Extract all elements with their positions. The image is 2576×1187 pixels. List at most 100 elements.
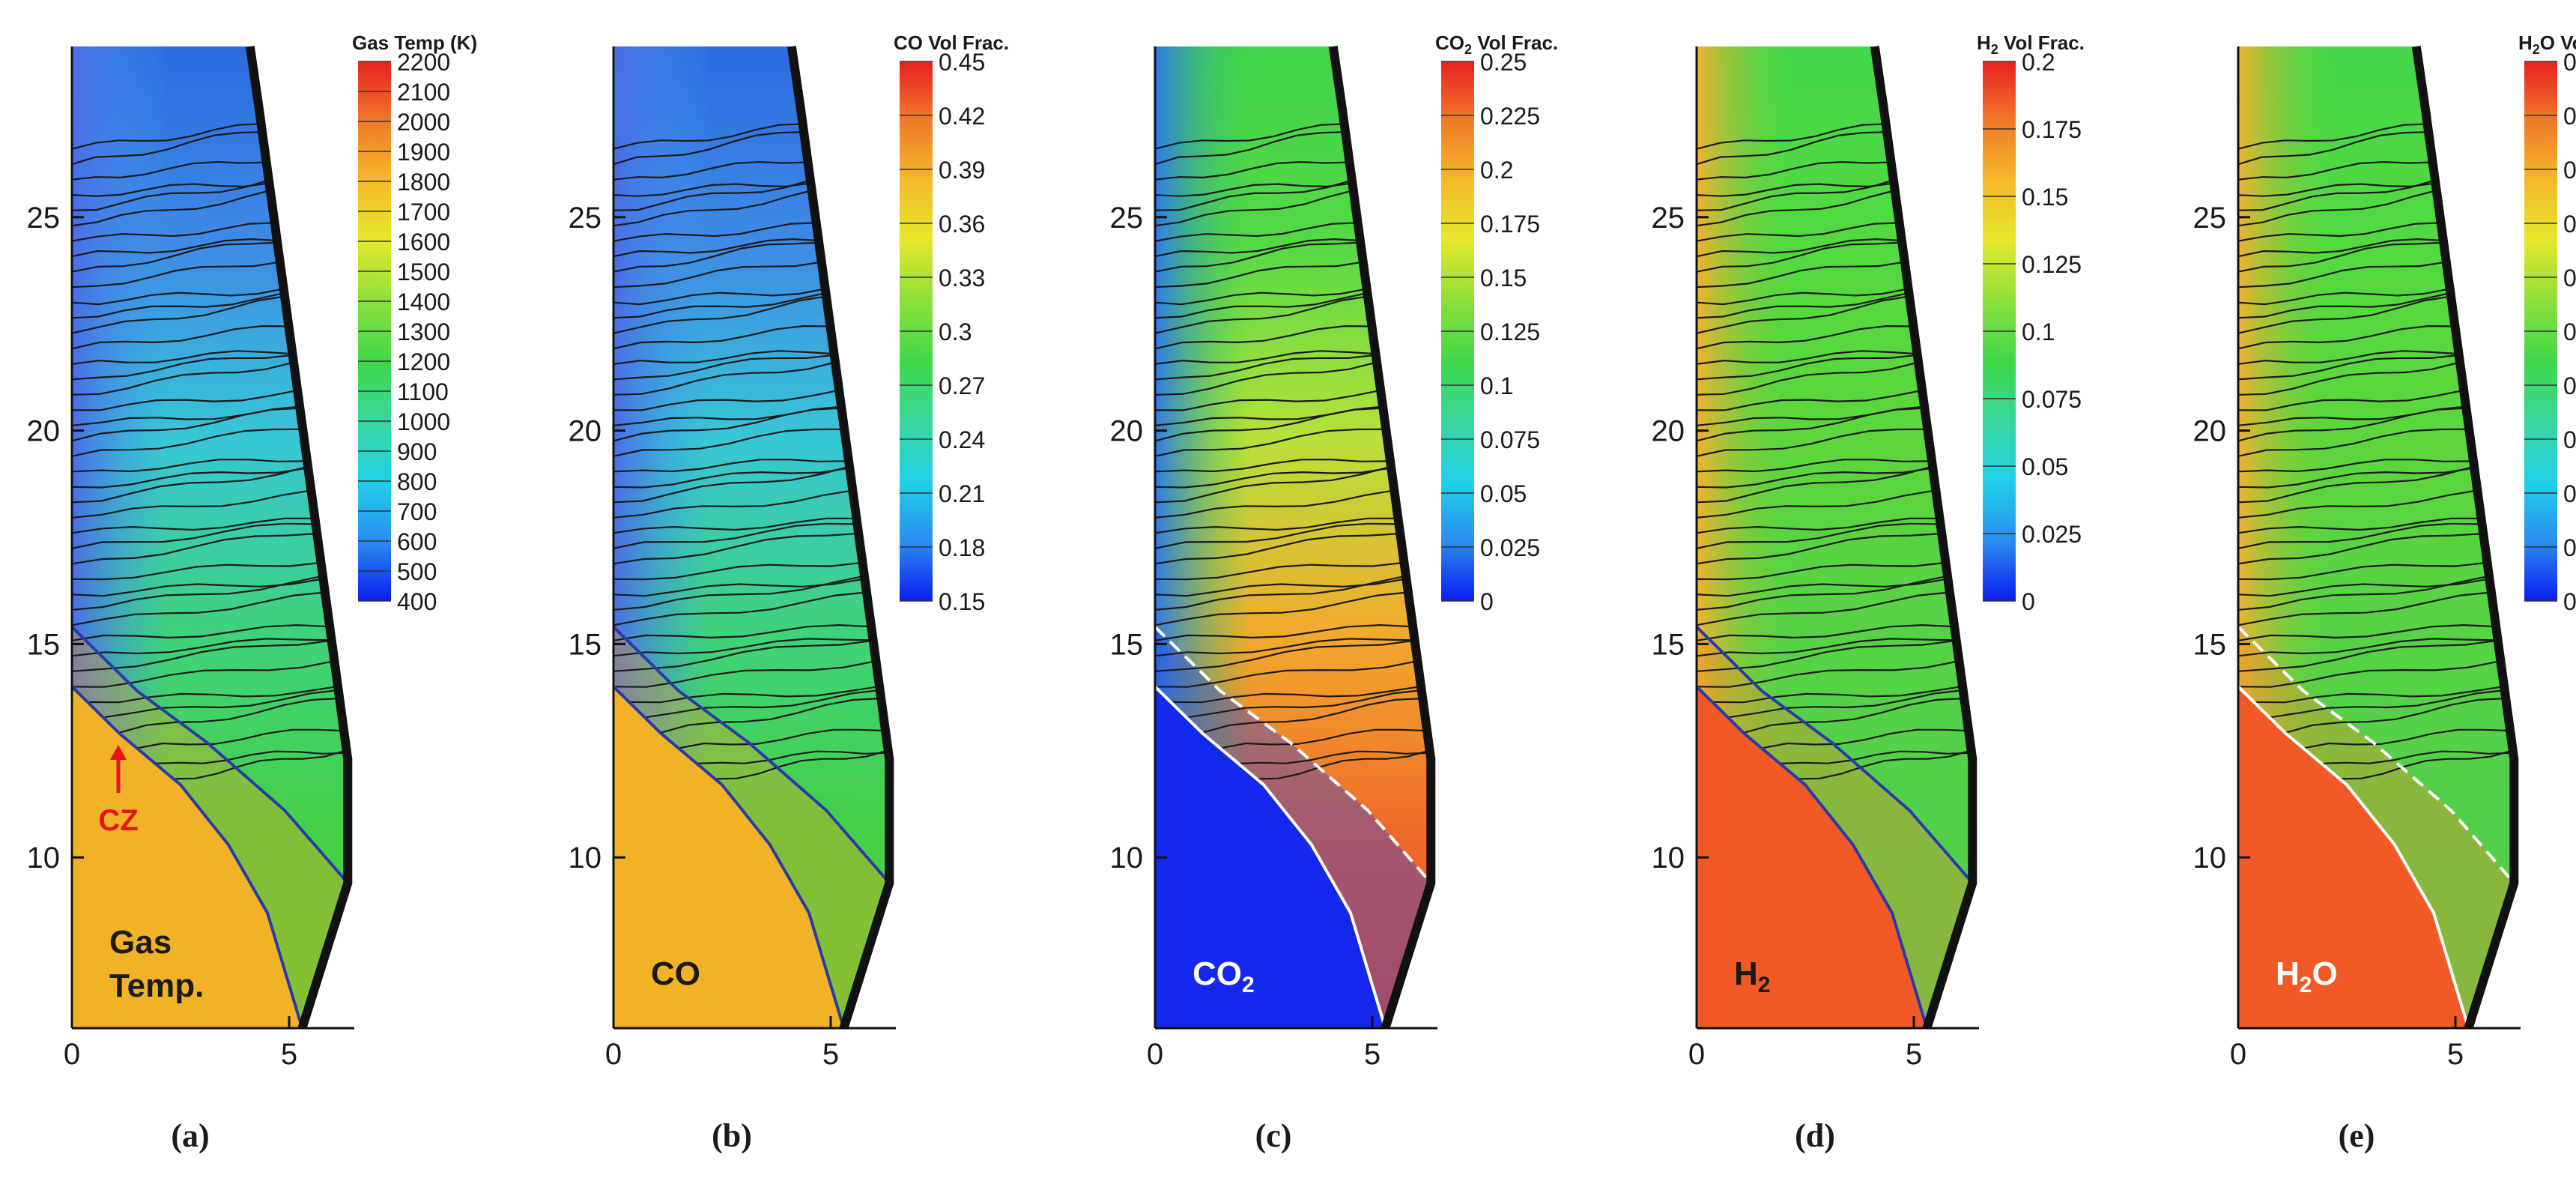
layer-line (71, 428, 303, 457)
layer-line (2237, 350, 2459, 365)
x-tick-label: 5 (1364, 1038, 1381, 1071)
reactor-wall (1870, 46, 1978, 1030)
layer-line (613, 533, 858, 565)
colorbar-tick-label: 0.225 (1480, 103, 1540, 130)
layer-line (71, 354, 293, 381)
panel-e: 25 20 15 10 0 5 H2O 0.15 0.135 0.12 0.105 0.09 0.075… (2193, 31, 2576, 1154)
layer-line (2237, 407, 2467, 442)
colorbar-tick-label: 0.39 (939, 157, 985, 184)
layer-line (660, 697, 882, 734)
layer-line (1696, 261, 1905, 289)
colorbar-title: H2 Vol Frac. (1977, 31, 2085, 57)
colorbar-tick-label: 0.2 (2022, 49, 2055, 76)
x-tick-label: 0 (1688, 1038, 1705, 1071)
layer-line (613, 350, 834, 365)
layer-line (1696, 465, 1933, 504)
colorbar-tick-label: 0.075 (2022, 386, 2082, 413)
y-tick-label: 10 (569, 842, 602, 875)
cz-annotation: CZ (98, 804, 138, 837)
layer-line (1696, 533, 1942, 565)
layer-line (2237, 261, 2446, 289)
layer-line (1696, 407, 1925, 442)
layer-line (613, 638, 873, 657)
layer-line (613, 407, 842, 442)
layer-line (173, 749, 347, 780)
boundary-inner (612, 685, 846, 1029)
layer-line (613, 131, 804, 166)
layer-line (2237, 160, 2433, 181)
colorbar-tick-label: 0.025 (1480, 534, 1540, 561)
layer-line (1154, 459, 1390, 473)
field-label: Gas (109, 924, 172, 961)
layer-line (2253, 685, 2505, 704)
layer-line (1743, 697, 1965, 734)
layer-line (1154, 522, 1399, 549)
colorbar-tick-label: 800 (397, 468, 437, 495)
layer-line (2237, 533, 2483, 565)
y-tick-label: 20 (1110, 415, 1144, 448)
layer-line (2237, 292, 2452, 319)
layer-line (2237, 222, 2442, 242)
layer-line (613, 361, 836, 396)
layer-line (1696, 361, 1919, 396)
layer-line (1154, 575, 1407, 611)
contour-field-lower (613, 686, 844, 1028)
panel-label: (c) (1255, 1117, 1292, 1154)
layer-line (628, 685, 880, 704)
colorbar-tick-label: 0.125 (1480, 318, 1540, 345)
boundary-inner (1154, 685, 1387, 1029)
cz-arrow-head (110, 745, 127, 760)
layer-line (2237, 182, 2436, 197)
colorbar-tick-label: 0.42 (939, 103, 985, 130)
layer-line (2237, 639, 2498, 672)
layer-line (71, 467, 309, 489)
layer-line (2237, 324, 2455, 350)
layer-line (1712, 685, 1963, 704)
boundary-inner (2237, 685, 2470, 1029)
layer-line (71, 361, 294, 396)
layer-line (2237, 660, 2501, 688)
layer-line (678, 728, 885, 749)
colorbar-tick-label: 500 (397, 558, 437, 585)
layer-line (1696, 295, 1910, 334)
layer-line (1696, 660, 1960, 688)
layer-line (2237, 623, 2497, 641)
layer-line (1696, 623, 1955, 641)
panel-label: (a) (171, 1117, 209, 1154)
colorbar-tick-label: 0.105 (2563, 211, 2576, 238)
layer-line (87, 685, 339, 704)
colorbar-tick-label: 0.05 (2022, 453, 2068, 480)
y-tick-label: 10 (1110, 842, 1144, 875)
layer-line (2237, 638, 2498, 657)
y-tick-label: 10 (1652, 842, 1685, 875)
layer-line (2237, 295, 2452, 334)
y-tick-label: 20 (569, 415, 602, 448)
layer-line (1696, 292, 1910, 319)
colorbar-title: CO Vol Frac. (894, 31, 1009, 54)
layer-line (613, 241, 819, 273)
y-tick-label: 15 (1110, 628, 1144, 661)
layer-line (1154, 623, 1413, 641)
layer-line (71, 459, 307, 473)
panel-label: (d) (1795, 1117, 1835, 1154)
x-tick-label: 5 (281, 1038, 297, 1071)
reactor-wall (1328, 46, 1436, 1030)
x-tick-label: 5 (822, 1038, 839, 1071)
layer-line (1154, 660, 1418, 688)
panel-d: 25 20 15 10 0 5 H2 0.2 0.175 0.15 0.125 0.1 0.075 0.0… (1652, 31, 2085, 1154)
contour-field-lower (2238, 686, 2469, 1028)
layer-line (1154, 292, 1369, 319)
layer-line (1154, 288, 1367, 306)
layer-line (613, 623, 872, 641)
layer-line (1256, 749, 1430, 780)
layer-line (71, 638, 332, 657)
colorbar-tick-label: 1400 (397, 289, 450, 315)
colorbar-tick-label: 0.125 (2022, 251, 2082, 278)
colorbar-tick-label: 0.3 (939, 318, 972, 345)
layer-line (2321, 750, 2513, 764)
layer-line (1696, 189, 1896, 227)
layer-line (613, 238, 819, 258)
colorbar-tick-label: 2000 (397, 109, 450, 136)
layer-line (2237, 459, 2473, 473)
colorbar-tick-label: 0.21 (939, 480, 985, 507)
